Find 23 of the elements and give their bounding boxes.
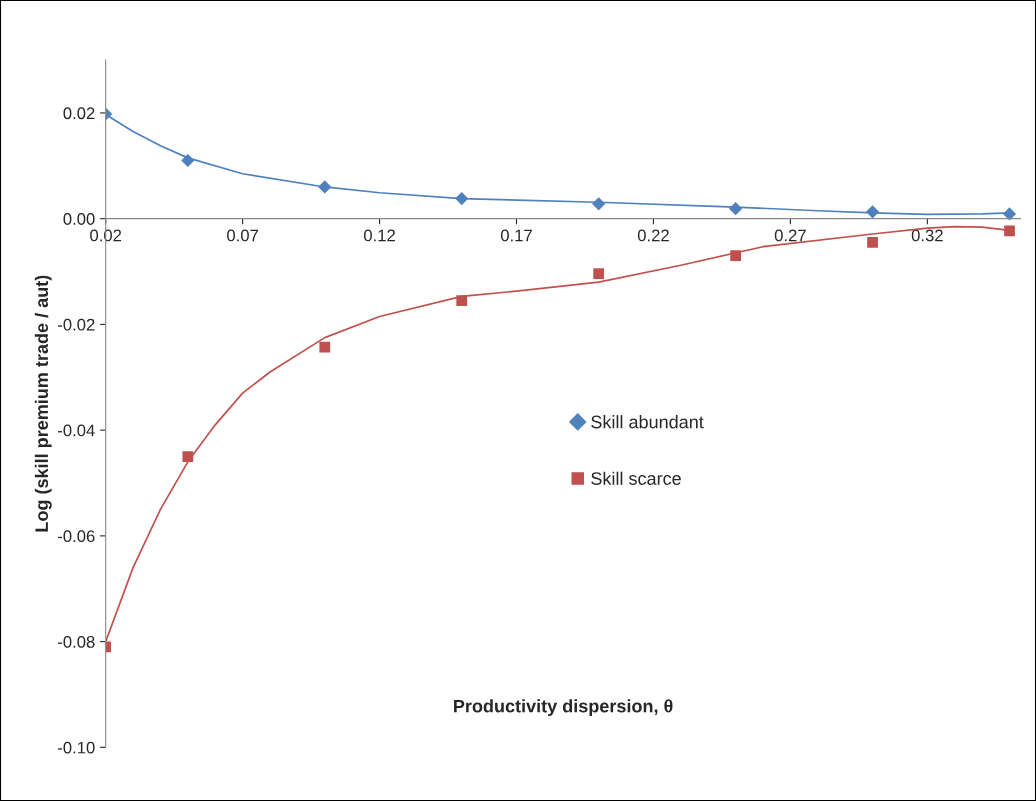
x-tick-label: 0.07 xyxy=(227,229,258,242)
y-tick-label: -0.06 xyxy=(58,530,95,543)
y-tick-label: 0.02 xyxy=(63,107,95,120)
x-tick-label: 0.32 xyxy=(911,229,943,242)
point xyxy=(182,451,194,462)
x-axis-title: Productivity dispersion, θ xyxy=(454,699,673,717)
point xyxy=(319,341,331,353)
y-tick-label: -0.08 xyxy=(58,636,95,648)
legend-label: Skill scarce xyxy=(591,471,681,485)
point xyxy=(1004,225,1015,237)
y-tick-label: -0.04 xyxy=(58,424,95,437)
x-tick-label: 0.27 xyxy=(774,229,806,242)
y-tick-label: -0.02 xyxy=(58,318,95,331)
x-tick-label: 0.02 xyxy=(90,229,122,242)
point xyxy=(593,268,605,280)
x-tick-label: 0.17 xyxy=(500,229,532,242)
legend-label: Skill abundant xyxy=(591,415,704,429)
y-axis-title: Log (skill premium trade / aut) xyxy=(34,275,52,532)
x-tick-label: 0.12 xyxy=(363,229,395,242)
x-tick-label: 0.22 xyxy=(637,229,669,242)
y-tick-label: -0.10 xyxy=(58,741,95,754)
point xyxy=(867,237,878,248)
y-tick-label: 0.00 xyxy=(63,213,95,225)
